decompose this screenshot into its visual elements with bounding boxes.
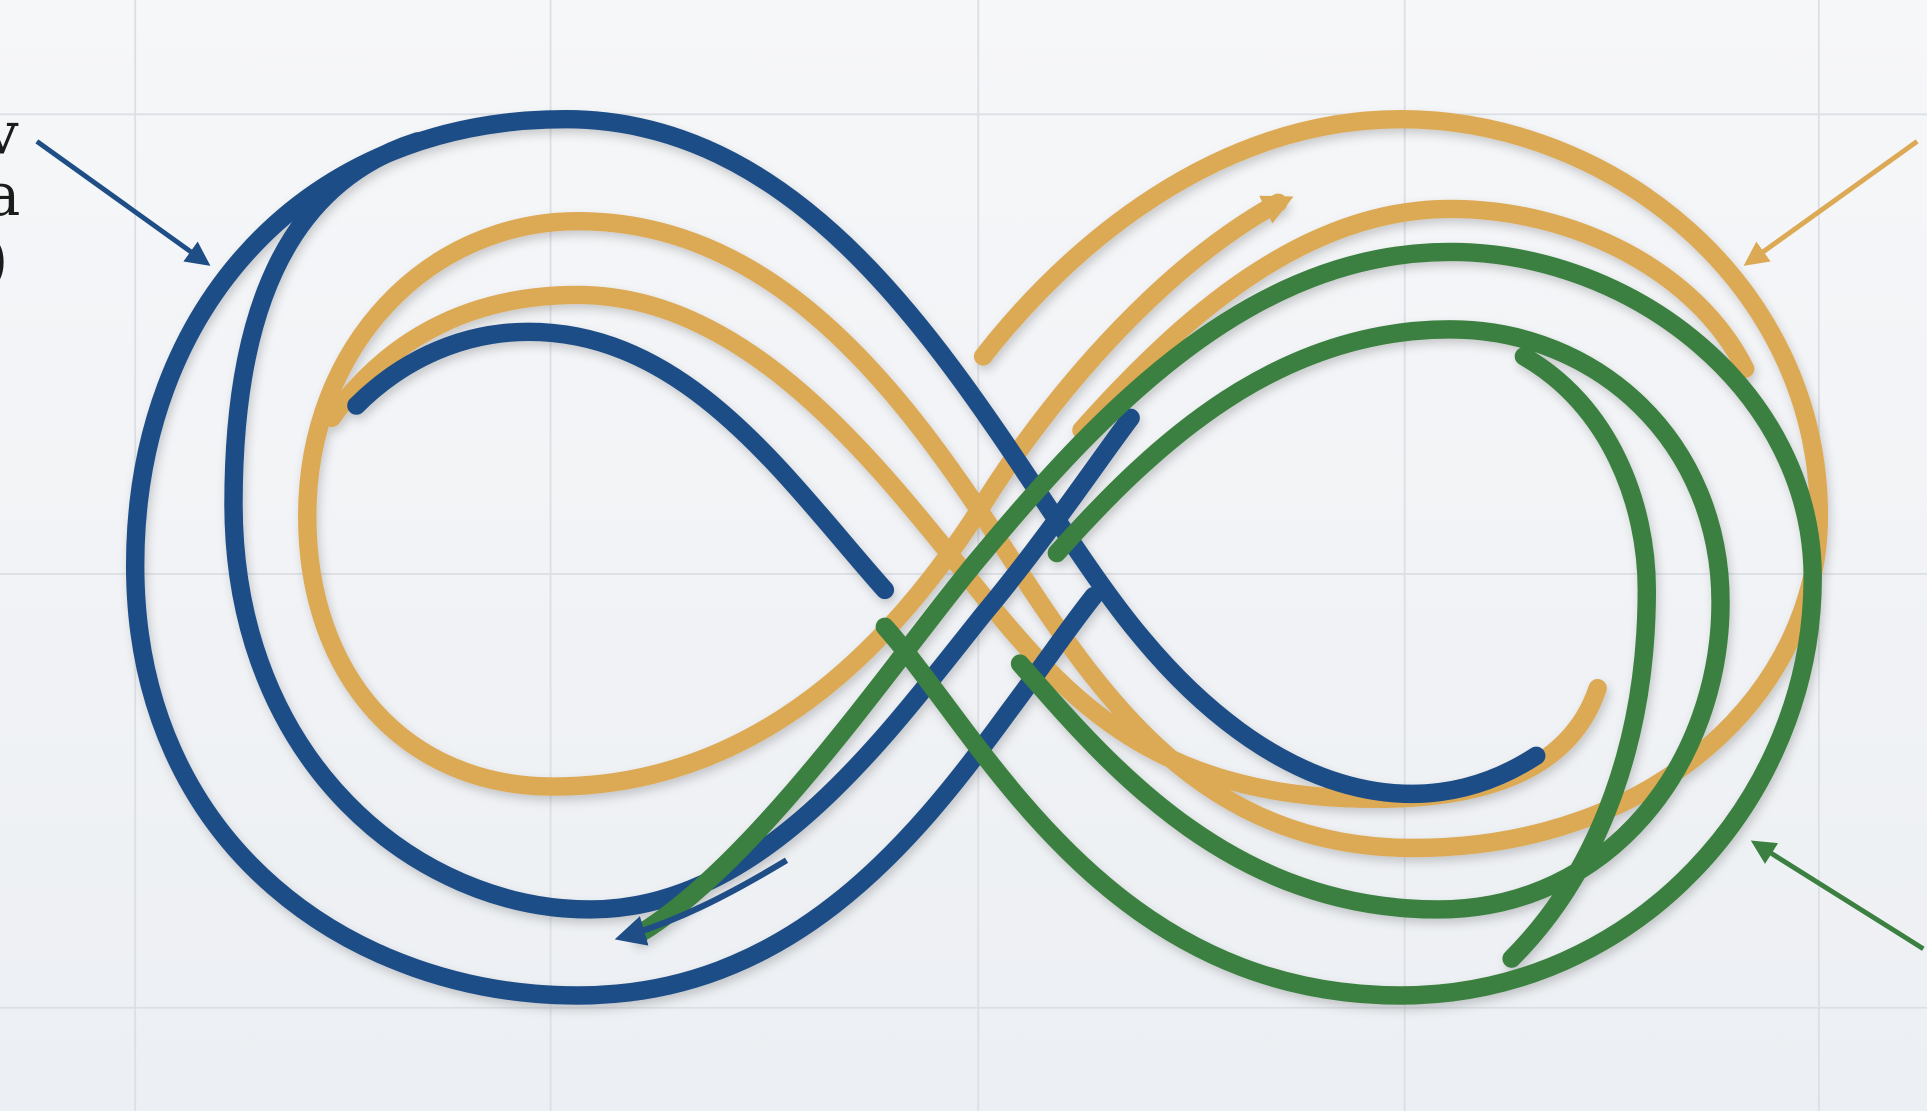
- green-loop: [1502, 347, 1657, 968]
- label-fragment: a: [0, 160, 20, 229]
- blue-loop: [224, 132, 1140, 919]
- arrow: [1743, 139, 1919, 266]
- arrow: [614, 857, 789, 946]
- arrows: [35, 139, 1925, 951]
- arrow: [35, 139, 211, 266]
- loops: [125, 109, 1829, 1005]
- gold-loop: [1072, 199, 1755, 440]
- blue-loop: [125, 109, 1546, 1005]
- arrow: [1140, 195, 1294, 310]
- left-label: v a ): [0, 99, 20, 295]
- label-fragment: v: [0, 99, 19, 168]
- green-loop: [1010, 320, 1730, 919]
- arrow: [1750, 840, 1925, 951]
- gold-loop: [298, 109, 1829, 858]
- blue-loop: [347, 322, 895, 600]
- green-loop: [629, 242, 1822, 1005]
- label-fragment: ): [0, 225, 8, 294]
